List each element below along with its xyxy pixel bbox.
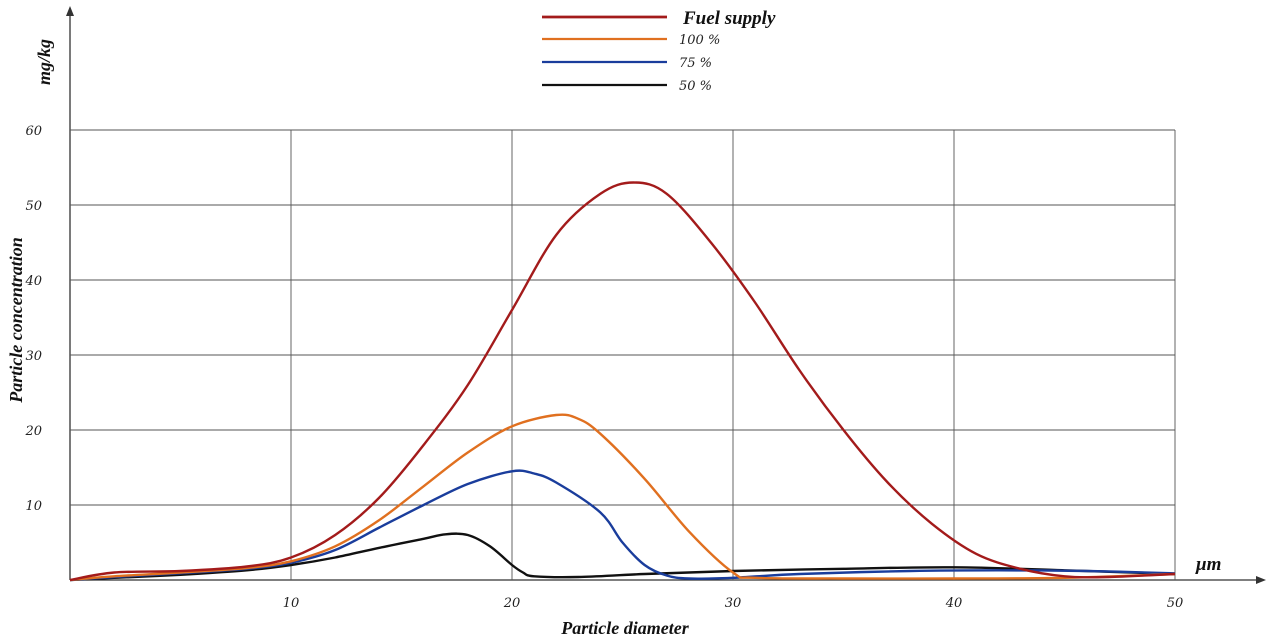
x-axis-unit: μm — [1195, 554, 1221, 575]
y-tick-label: 10 — [25, 499, 42, 514]
legend-label-fuel-supply: Fuel supply — [682, 8, 776, 29]
x-tick-label: 50 — [1167, 596, 1184, 611]
y-tick-label: 50 — [25, 199, 42, 214]
x-tick-label: 40 — [945, 596, 963, 611]
legend-label-100: 100 % — [679, 33, 720, 48]
y-tick-label: 60 — [25, 124, 42, 139]
legend-label-75: 75 % — [679, 56, 712, 71]
y-axis-unit: mg/kg — [34, 39, 54, 85]
y-axis-arrow-icon — [66, 6, 74, 16]
y-tick-label: 40 — [24, 274, 42, 289]
x-tick-label: 10 — [283, 596, 300, 611]
y-tick-label: 30 — [25, 349, 42, 364]
legend-label-50: 50 % — [679, 79, 712, 94]
tick-labels: 10 20 30 40 50 60 10 20 30 40 50 — [24, 124, 1183, 611]
series-line-50 — [69, 532, 1176, 582]
legend: Fuel supply 100 % 75 % 50 % — [542, 8, 776, 94]
x-axis-arrow-icon — [1256, 576, 1266, 584]
grid — [70, 129, 1176, 580]
series-line-fuel-supply — [69, 181, 1176, 582]
y-axis-title: Particle concentration — [6, 237, 26, 404]
axes — [66, 6, 1266, 584]
series-line-100 — [69, 413, 1176, 582]
x-tick-label: 30 — [725, 596, 742, 611]
y-tick-label: 20 — [24, 424, 42, 439]
x-axis-title: Particle diameter — [560, 618, 689, 638]
x-tick-label: 20 — [503, 596, 521, 611]
series-lines — [69, 181, 1176, 582]
series-line-75 — [69, 469, 1176, 582]
